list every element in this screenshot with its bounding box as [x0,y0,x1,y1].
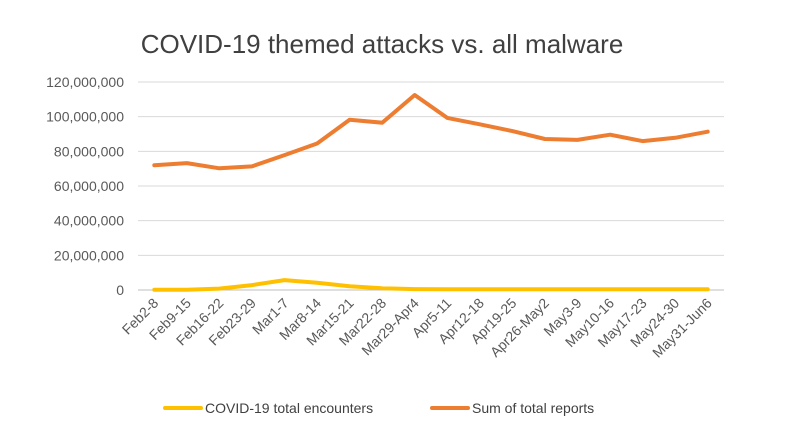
y-tick-label: 120,000,000 [46,74,124,90]
legend-label: COVID-19 total encounters [205,400,373,416]
legend-label: Sum of total reports [472,400,594,416]
chart-title: COVID-19 themed attacks vs. all malware [141,29,624,59]
y-tick-label: 100,000,000 [46,109,124,125]
series-line-1 [152,278,710,292]
y-tick-label: 0 [116,282,124,298]
y-tick-label: 20,000,000 [54,247,124,263]
series-line-2 [152,93,710,171]
y-axis-tick-labels: 0 20,000,000 40,000,000 60,000,000 80,000,00… [46,74,124,298]
legend: COVID-19 total encounters Sum of total re… [163,400,594,416]
x-axis-tick-labels: Feb2-8Feb9-15Feb16-22Feb23-29Mar1-7Mar8-… [119,295,715,361]
series-lines [152,93,710,292]
y-tick-label: 60,000,000 [54,178,124,194]
y-tick-label: 80,000,000 [54,143,124,159]
gridlines [138,81,724,256]
y-tick-label: 40,000,000 [54,213,124,229]
